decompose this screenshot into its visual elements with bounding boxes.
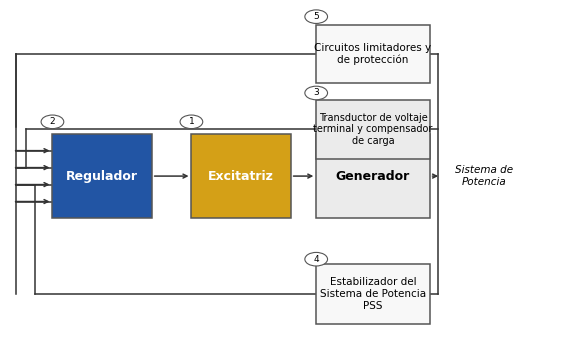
- Circle shape: [180, 115, 203, 129]
- FancyBboxPatch shape: [316, 25, 430, 83]
- Circle shape: [305, 252, 328, 266]
- FancyBboxPatch shape: [316, 100, 430, 159]
- Text: Sistema de
Potencia: Sistema de Potencia: [455, 165, 514, 187]
- Text: Excitatriz: Excitatriz: [208, 170, 274, 183]
- Text: 3: 3: [314, 89, 319, 97]
- Text: 5: 5: [314, 12, 319, 21]
- Circle shape: [305, 10, 328, 24]
- Circle shape: [41, 115, 64, 129]
- FancyBboxPatch shape: [316, 264, 430, 324]
- FancyBboxPatch shape: [52, 134, 152, 219]
- Text: 2: 2: [50, 117, 55, 126]
- Text: 1: 1: [189, 117, 194, 126]
- FancyBboxPatch shape: [192, 134, 291, 219]
- Text: Regulador: Regulador: [66, 170, 138, 183]
- Circle shape: [305, 86, 328, 100]
- Text: Generador: Generador: [336, 170, 410, 183]
- Text: 4: 4: [314, 255, 319, 264]
- Text: Estabilizador del
Sistema de Potencia
PSS: Estabilizador del Sistema de Potencia PS…: [320, 277, 426, 311]
- FancyBboxPatch shape: [316, 134, 430, 219]
- Text: Transductor de voltaje
terminal y compensador
de carga: Transductor de voltaje terminal y compen…: [314, 113, 433, 146]
- Text: Circuitos limitadores y
de protección: Circuitos limitadores y de protección: [315, 43, 431, 65]
